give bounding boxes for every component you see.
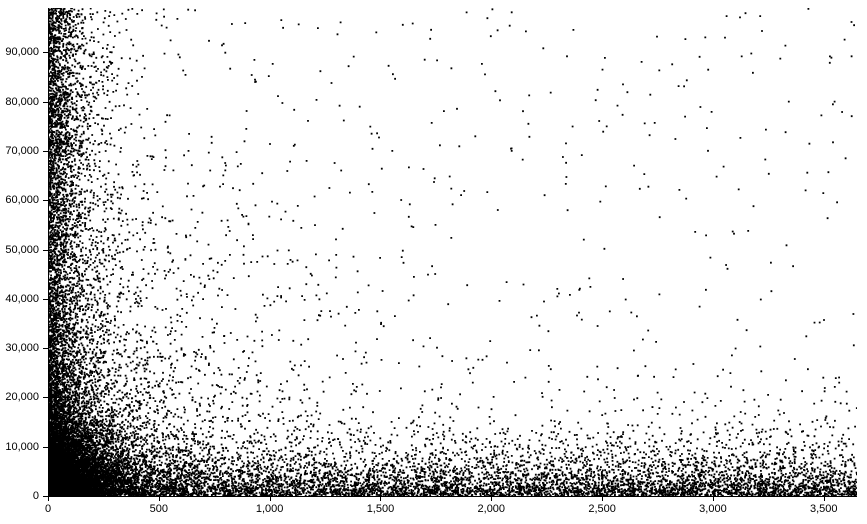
y-tick-label: 70,000 — [0, 145, 39, 157]
x-tick — [491, 496, 492, 501]
x-tick-label: 2,500 — [588, 503, 616, 515]
y-axis-line — [48, 8, 49, 496]
y-tick-label: 50,000 — [0, 244, 39, 256]
x-tick — [270, 496, 271, 501]
x-tick-label: 2,000 — [478, 503, 506, 515]
x-tick — [380, 496, 381, 501]
y-tick — [43, 447, 48, 448]
y-tick — [43, 496, 48, 497]
scatter-points-path — [48, 8, 857, 496]
y-tick — [43, 299, 48, 300]
y-tick — [43, 397, 48, 398]
y-tick — [43, 102, 48, 103]
y-tick — [43, 250, 48, 251]
plot-area — [48, 8, 857, 496]
y-tick-label: 60,000 — [0, 194, 39, 206]
y-tick-label: 90,000 — [0, 46, 39, 58]
scatter-chart: 0 500 1,000 1,500 2,000 2,500 3,000 3,500 0 10,0… — [0, 0, 867, 524]
x-tick-label: 1,500 — [367, 503, 395, 515]
x-tick-label: 3,500 — [810, 503, 838, 515]
y-tick-label: 80,000 — [0, 96, 39, 108]
y-tick-label: 30,000 — [0, 342, 39, 354]
x-tick-label: 0 — [45, 503, 51, 515]
y-tick-label: 40,000 — [0, 293, 39, 305]
x-tick-label: 1,000 — [256, 503, 284, 515]
x-tick — [159, 496, 160, 501]
x-tick — [824, 496, 825, 501]
y-tick-label: 20,000 — [0, 391, 39, 403]
scatter-points — [48, 8, 857, 496]
y-tick — [43, 348, 48, 349]
x-tick — [48, 496, 49, 501]
y-tick — [43, 52, 48, 53]
y-tick — [43, 151, 48, 152]
x-tick-label: 3,000 — [699, 503, 727, 515]
y-tick — [43, 200, 48, 201]
x-axis-line — [48, 496, 857, 497]
y-tick-label: 10,000 — [0, 441, 39, 453]
y-tick-label: 0 — [0, 490, 39, 502]
x-tick — [713, 496, 714, 501]
x-tick — [602, 496, 603, 501]
x-tick-label: 500 — [150, 503, 168, 515]
